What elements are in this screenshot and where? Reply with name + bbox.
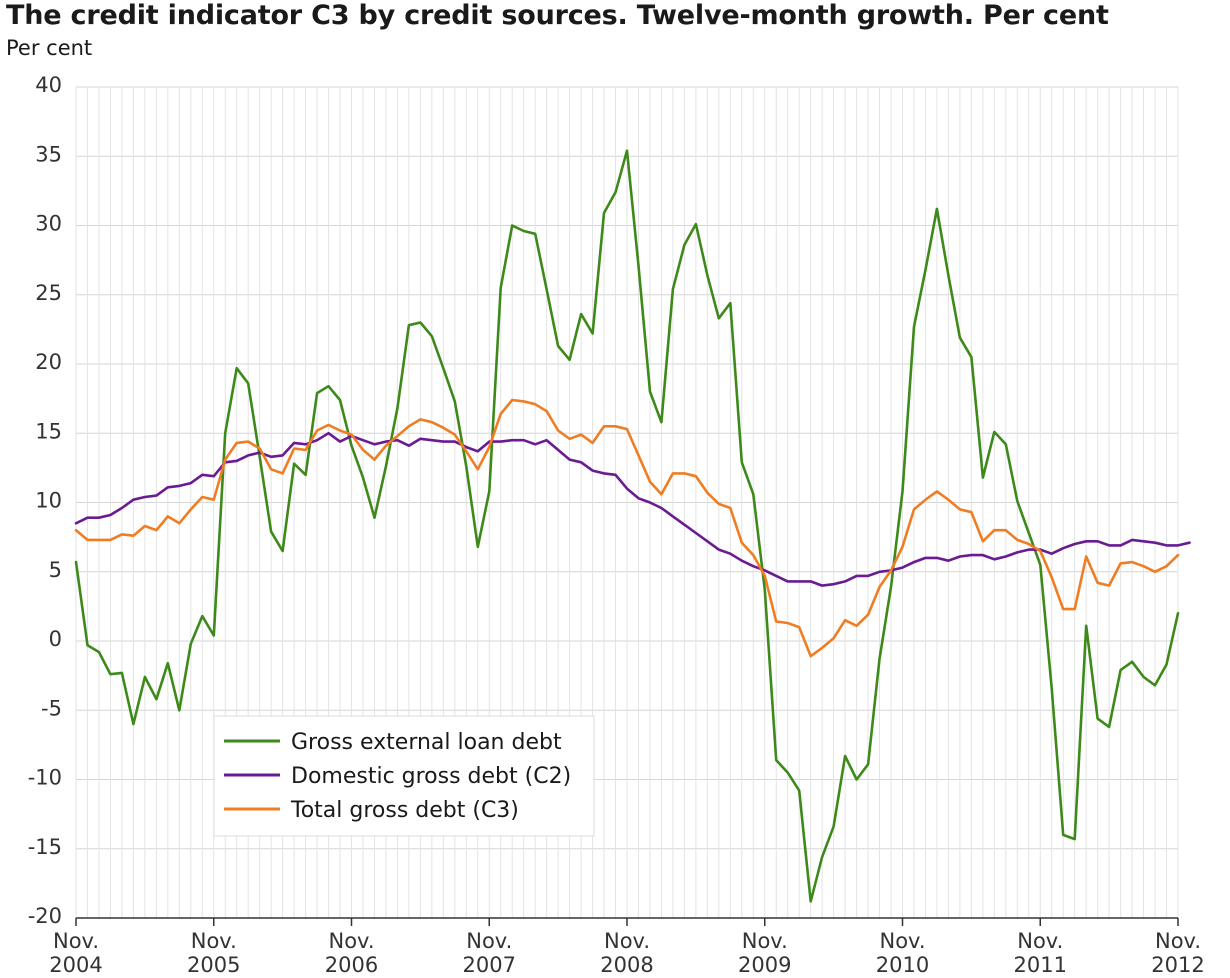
x-tick-label-month: Nov. — [742, 929, 788, 953]
y-tick-label: -15 — [28, 835, 62, 859]
legend-label: Domestic gross debt (C2) — [291, 764, 571, 789]
y-tick-label: 15 — [35, 419, 62, 443]
x-tick-label-month: Nov. — [1017, 929, 1063, 953]
x-tick-label-month: Nov. — [879, 929, 925, 953]
series-line-0 — [74, 149, 1180, 903]
y-tick-label: 30 — [35, 212, 62, 236]
y-tick-label: 20 — [35, 350, 62, 374]
x-tick-label-month: Nov. — [191, 929, 237, 953]
x-tick-label-year: 2007 — [463, 953, 516, 977]
x-tick-label-year: 2005 — [187, 953, 240, 977]
y-tick-label: 0 — [49, 627, 62, 651]
x-tick-label-month: Nov. — [328, 929, 374, 953]
x-tick-label-year: 2011 — [1014, 953, 1067, 977]
legend: Gross external loan debt Domestic gross d… — [213, 715, 595, 837]
chart-title: The credit indicator C3 by credit source… — [6, 0, 1109, 31]
x-tick-label-year: 2012 — [1151, 953, 1204, 977]
y-tick-label: 40 — [35, 73, 62, 97]
series-lines — [74, 149, 1191, 903]
x-tick-labels: Nov.2004Nov.2005Nov.2006Nov.2007Nov.2008… — [49, 918, 1205, 977]
y-tick-label: 25 — [35, 281, 62, 305]
x-tick-label-year: 2004 — [49, 953, 102, 977]
x-tick-label-month: Nov. — [604, 929, 650, 953]
y-tick-label: -5 — [41, 696, 62, 720]
y-axis-unit-label: Per cent — [6, 36, 93, 60]
legend-label: Gross external loan debt — [291, 730, 562, 755]
x-tick-label-month: Nov. — [53, 929, 99, 953]
y-tick-labels: 40 35 30 25 20 15 10 5 0 -5 -10 -15 -20 — [28, 73, 62, 928]
series-line-2 — [74, 398, 1180, 658]
y-tick-label: 10 — [35, 489, 62, 513]
y-tick-label: -20 — [28, 904, 62, 928]
series-line-1 — [74, 431, 1191, 587]
x-tick-label-year: 2006 — [325, 953, 378, 977]
y-tick-label: 35 — [35, 142, 62, 166]
y-tick-label: 5 — [49, 558, 62, 582]
x-tick-label-month: Nov. — [466, 929, 512, 953]
y-tick-label: -10 — [28, 766, 62, 790]
x-tick-label-year: 2010 — [876, 953, 929, 977]
x-tick-label-year: 2008 — [600, 953, 653, 977]
legend-label: Total gross debt (C3) — [290, 798, 519, 823]
x-tick-label-month: Nov. — [1155, 929, 1201, 953]
x-tick-label-year: 2009 — [738, 953, 791, 977]
